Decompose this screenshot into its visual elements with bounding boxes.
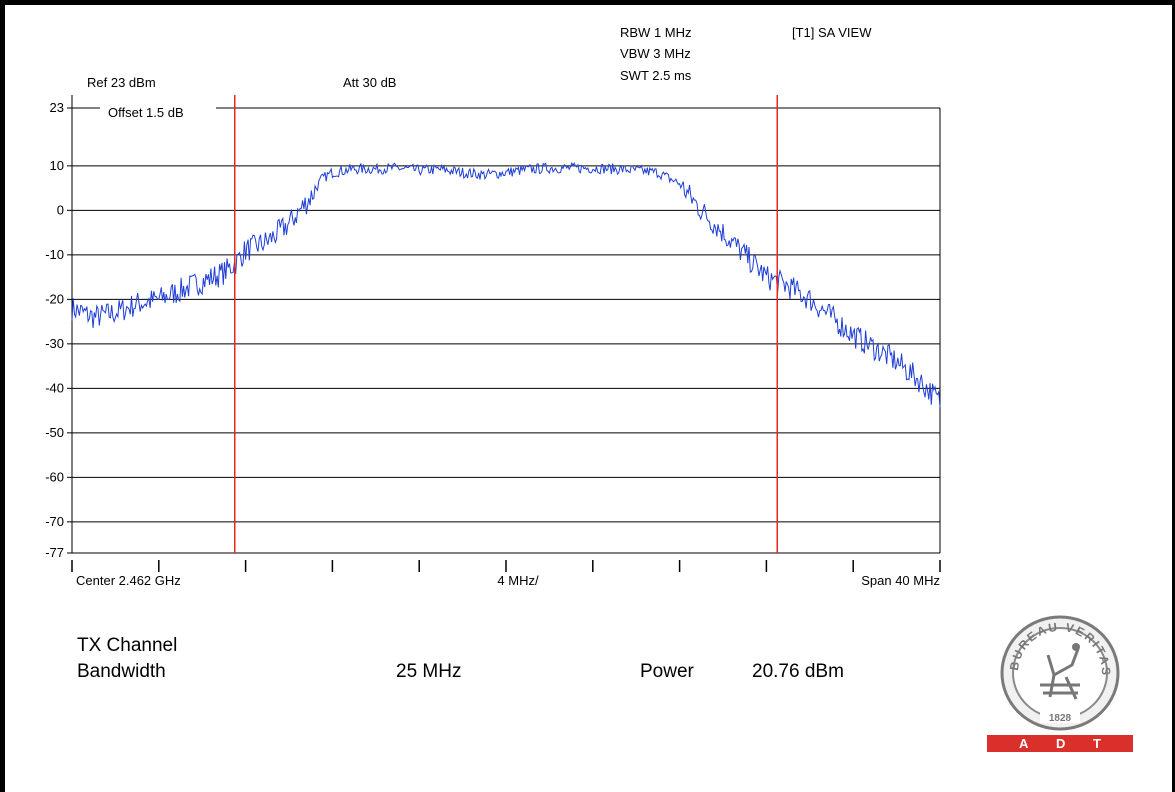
- offset-label-bg: [100, 104, 216, 120]
- vbw-label: VBW 3 MHz: [620, 46, 691, 61]
- y-tick-label: -30: [45, 336, 64, 351]
- adt-letter-t: T: [1093, 736, 1101, 751]
- tx-channel-label: TX Channel: [77, 635, 178, 656]
- y-tick-label: 23: [50, 100, 64, 115]
- spectrum-trace: [71, 161, 941, 408]
- channel-lines-layer: [234, 95, 778, 553]
- y-tick-label: -40: [45, 380, 64, 395]
- bureau-veritas-logo: BUREAU VERITAS 1828: [1000, 615, 1120, 731]
- ref-level-label: Ref 23 dBm: [87, 75, 156, 90]
- adt-bar: A D T: [987, 735, 1133, 752]
- y-tick-label: -77: [45, 545, 64, 560]
- y-tick-label: -10: [45, 247, 64, 262]
- x-label-span: Span 40 MHz: [861, 573, 940, 588]
- y-axis: 23 10 0 -10 -20 -30 -40 -50 -60 -70 -77: [45, 95, 73, 560]
- y-tick-label: -50: [45, 425, 64, 440]
- bandwidth-label: Bandwidth: [77, 661, 166, 682]
- sweep-time-label: SWT 2.5 ms: [620, 68, 692, 83]
- trace-view-label: [T1] SA VIEW: [792, 25, 872, 40]
- y-tick-label: 10: [50, 158, 64, 173]
- trace-layer: [71, 161, 941, 408]
- y-tick-label: 0: [57, 202, 64, 217]
- offset-label: Offset 1.5 dB: [108, 105, 184, 120]
- power-label: Power: [640, 661, 694, 682]
- logo-year: 1828: [1049, 713, 1072, 724]
- x-label-center-freq: Center 2.462 GHz: [76, 573, 181, 588]
- adt-letter-d: D: [1056, 736, 1066, 751]
- grid-layer: [72, 107, 941, 553]
- x-label-div: 4 MHz/: [497, 573, 539, 588]
- attenuation-label: Att 30 dB: [343, 75, 397, 90]
- plot-area: [72, 108, 940, 553]
- adt-letter-a: A: [1019, 736, 1029, 751]
- y-tick-label: -70: [45, 514, 64, 529]
- rbw-label: RBW 1 MHz: [620, 25, 692, 40]
- y-tick-label: -60: [45, 469, 64, 484]
- bandwidth-value: 25 MHz: [396, 661, 462, 682]
- x-axis: Center 2.462 GHz 4 MHz/Span 40 MHz: [71, 552, 941, 588]
- spectrum-chart: 23 10 0 -10 -20 -30 -40 -50 -60 -70 -77 Center 2.4…: [45, 95, 941, 588]
- power-value: 20.76 dBm: [752, 661, 844, 682]
- y-tick-label: -20: [45, 291, 64, 306]
